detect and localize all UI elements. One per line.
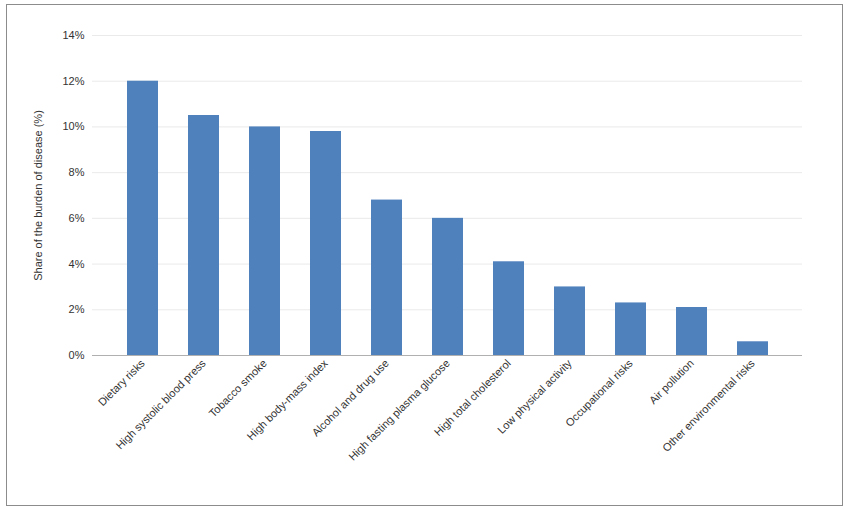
svg-text:8%: 8% bbox=[69, 166, 85, 178]
svg-text:Occupational risks: Occupational risks bbox=[563, 357, 635, 429]
svg-text:High fasting plasma glucose: High fasting plasma glucose bbox=[346, 357, 452, 463]
svg-text:0%: 0% bbox=[69, 349, 85, 361]
svg-text:Tobacco smoke: Tobacco smoke bbox=[206, 357, 269, 420]
svg-text:Alcohol and drug use: Alcohol and drug use bbox=[309, 356, 391, 439]
svg-text:6%: 6% bbox=[69, 212, 85, 224]
svg-text:10%: 10% bbox=[62, 120, 84, 132]
svg-text:High systolic blood press: High systolic blood press bbox=[113, 357, 208, 452]
svg-text:14%: 14% bbox=[62, 29, 84, 41]
svg-text:Other environmental risks: Other environmental risks bbox=[660, 357, 757, 454]
svg-text:Air pollution: Air pollution bbox=[647, 357, 696, 406]
svg-text:4%: 4% bbox=[69, 258, 85, 270]
svg-text:High body-mass index: High body-mass index bbox=[244, 356, 330, 443]
svg-text:Dietary risks: Dietary risks bbox=[96, 357, 148, 409]
svg-text:High total cholesterol: High total cholesterol bbox=[431, 356, 513, 438]
svg-text:2%: 2% bbox=[69, 303, 85, 315]
svg-text:Share of the burden of disease: Share of the burden of disease (%) bbox=[32, 110, 44, 281]
svg-text:12%: 12% bbox=[62, 75, 84, 87]
svg-text:Low physical activity: Low physical activity bbox=[495, 357, 574, 436]
